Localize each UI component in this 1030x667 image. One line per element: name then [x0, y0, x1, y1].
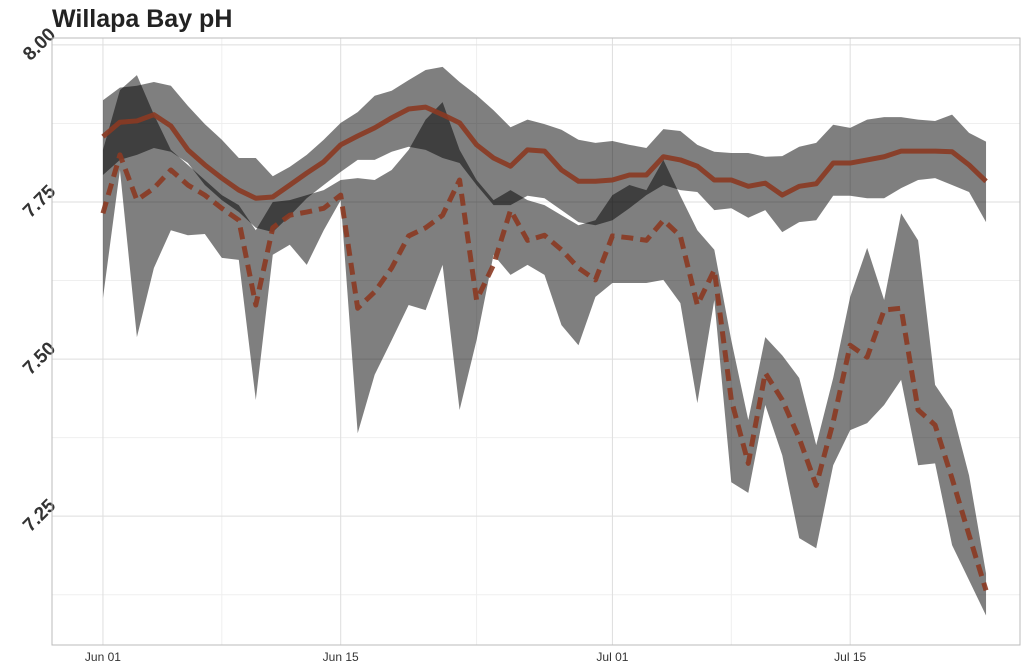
- y-tick-label: 7.50: [19, 338, 60, 379]
- line: [100, 152, 989, 592]
- x-tick-label: Jun 15: [323, 650, 359, 664]
- chart-title: Willapa Bay pH: [52, 5, 232, 33]
- y-tick-label: 7.75: [19, 181, 60, 222]
- y-tick-label: 7.25: [19, 495, 60, 536]
- plot-border: [51, 37, 1021, 646]
- x-tick-label: Jul 15: [834, 650, 866, 664]
- x-tick-label: Jun 01: [85, 650, 121, 664]
- line: [101, 104, 988, 201]
- x-tick-label: Jul 01: [596, 650, 628, 664]
